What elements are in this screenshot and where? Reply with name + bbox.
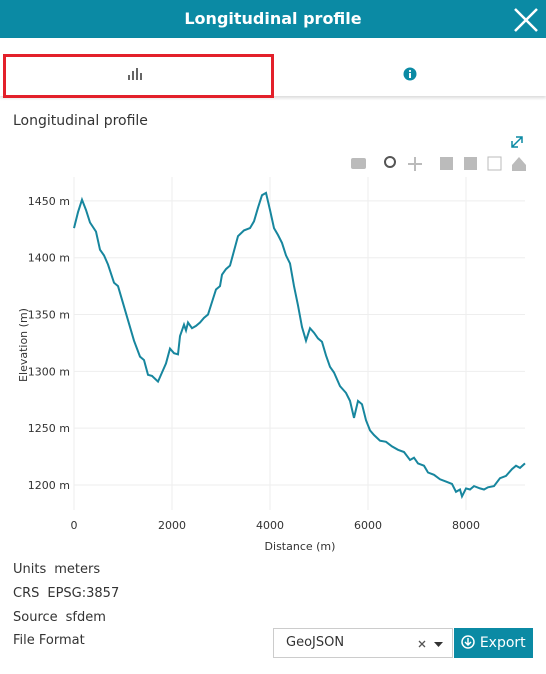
y-tick-label: 1450 m — [28, 195, 70, 208]
select-controls — [418, 640, 443, 648]
info-label: CRS — [13, 586, 40, 601]
section-title: Longitudinal profile — [13, 113, 148, 129]
info-tab[interactable] — [403, 67, 417, 81]
y-tick-label: 1300 m — [28, 365, 70, 378]
file-format-label: File Format — [13, 633, 85, 648]
zoom-out-icon[interactable] — [464, 157, 477, 170]
x-tick-label: 8000 — [452, 519, 480, 532]
elevation-line — [73, 191, 526, 500]
info-label: Source — [13, 610, 58, 625]
x-tick-label: 6000 — [354, 519, 382, 532]
export-icon — [461, 635, 476, 649]
info-value: sfdem — [65, 610, 106, 625]
info-value: EPSG:3857 — [47, 586, 120, 601]
info-row: Units meters — [13, 561, 119, 585]
y-tick-label: 1350 m — [28, 309, 70, 322]
x-axis-label: Distance (m) — [265, 540, 336, 553]
camera-icon[interactable] — [351, 158, 366, 169]
chart-tab[interactable] — [3, 54, 274, 98]
fullscreen-icon[interactable] — [511, 136, 523, 148]
y-tick-label: 1400 m — [28, 252, 70, 265]
close-button[interactable] — [512, 6, 540, 34]
format-value: GeoJSON — [286, 635, 345, 650]
zoom-icon[interactable] — [384, 156, 396, 168]
header: Longitudinal profile — [0, 0, 546, 38]
header-title: Longitudinal profile — [184, 9, 362, 28]
chart-toolbar — [351, 156, 526, 171]
zoom-in-icon[interactable] — [440, 157, 453, 170]
y-axis-label: Elevation (m) — [17, 308, 30, 382]
autoscale-icon[interactable] — [487, 156, 502, 171]
y-tick-label: 1250 m — [28, 422, 70, 435]
info-row: Source sfdem — [13, 609, 119, 633]
export-button[interactable]: Export — [454, 628, 533, 658]
export-label: Export — [479, 635, 526, 651]
pan-icon[interactable] — [408, 157, 422, 171]
chart-icon — [128, 68, 142, 80]
info-list: Units meters CRS EPSG:3857 Source sfdem — [13, 561, 119, 633]
info-value: meters — [54, 562, 101, 577]
reset-icon[interactable] — [512, 157, 526, 171]
x-tick-label: 4000 — [256, 519, 284, 532]
info-label: Units — [13, 562, 47, 577]
x-tick-label: 2000 — [158, 519, 186, 532]
info-row: CRS EPSG:3857 — [13, 585, 119, 609]
format-select[interactable]: GeoJSON — [273, 628, 453, 658]
y-tick-label: 1200 m — [28, 479, 70, 492]
x-tick-label: 0 — [71, 519, 78, 532]
